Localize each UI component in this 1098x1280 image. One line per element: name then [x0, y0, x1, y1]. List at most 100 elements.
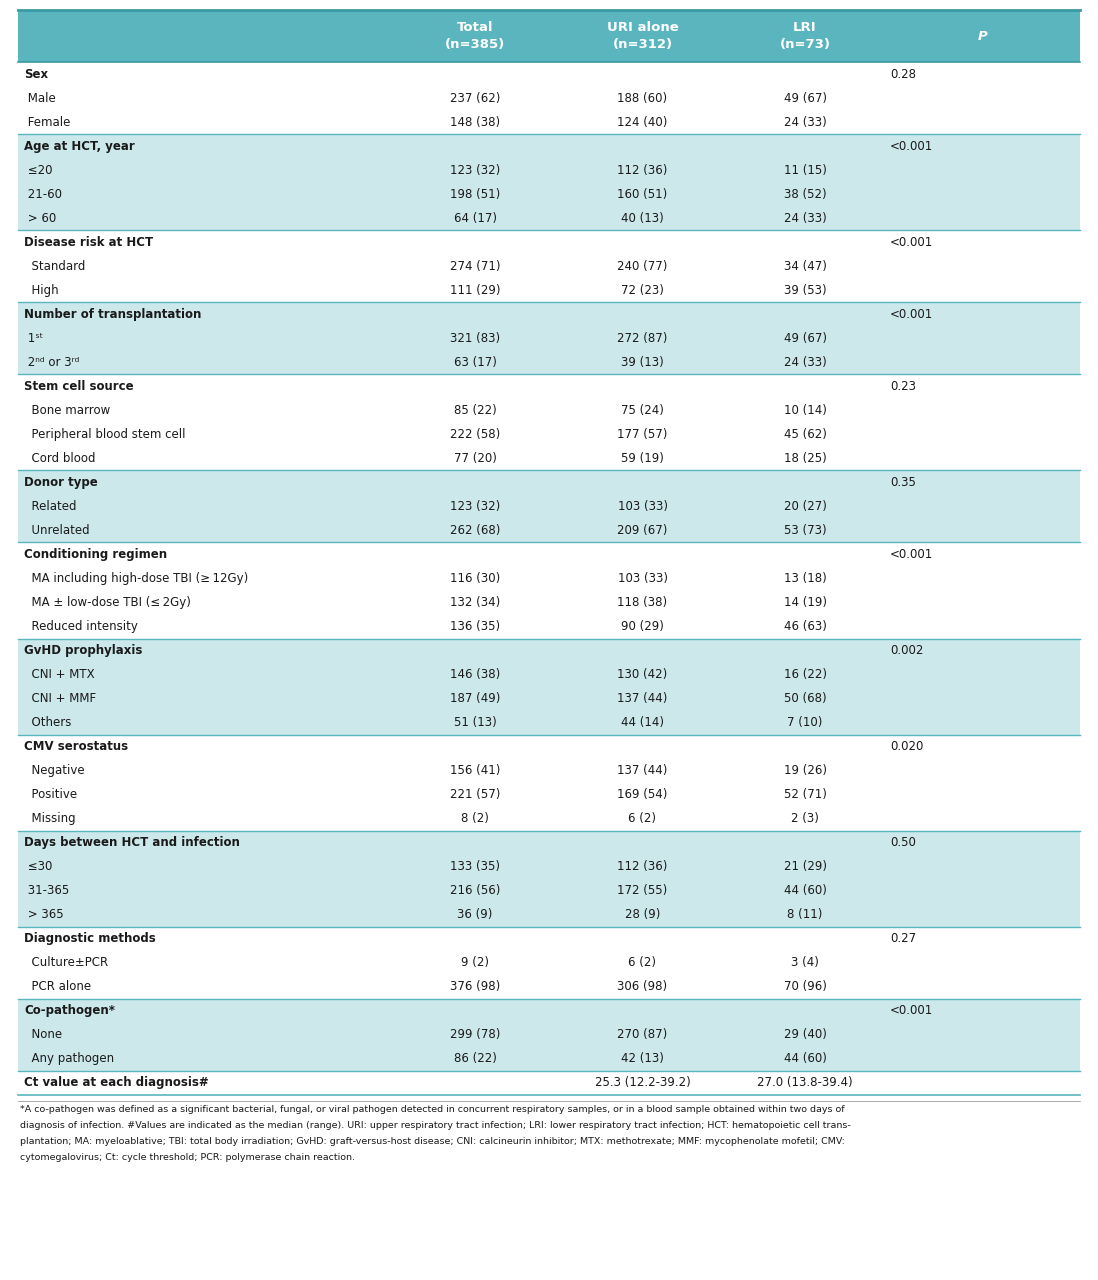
Text: Total
(n=385): Total (n=385) [445, 20, 505, 51]
Text: 0.28: 0.28 [890, 68, 916, 81]
Text: 9 (2): 9 (2) [461, 956, 489, 969]
Text: 6 (2): 6 (2) [628, 813, 657, 826]
Text: Peripheral blood stem cell: Peripheral blood stem cell [24, 428, 186, 440]
Text: 39 (53): 39 (53) [784, 284, 827, 297]
Text: 137 (44): 137 (44) [617, 764, 668, 777]
Text: 64 (17): 64 (17) [453, 211, 496, 225]
Text: Diagnostic methods: Diagnostic methods [24, 932, 156, 946]
Text: CMV serostatus: CMV serostatus [24, 740, 128, 753]
Text: 116 (30): 116 (30) [450, 572, 500, 585]
Text: Cord blood: Cord blood [24, 452, 96, 465]
Text: <0.001: <0.001 [890, 1005, 933, 1018]
Text: MA ± low-dose TBI (≤ 2Gy): MA ± low-dose TBI (≤ 2Gy) [24, 596, 191, 609]
Bar [18, 543, 1080, 567]
Text: PCR alone: PCR alone [24, 980, 91, 993]
Text: Any pathogen: Any pathogen [24, 1052, 114, 1065]
Text: Ct value at each diagnosis#: Ct value at each diagnosis# [24, 1076, 209, 1089]
Text: 3 (4): 3 (4) [791, 956, 819, 969]
Text: 38 (52): 38 (52) [784, 188, 827, 201]
Text: 216 (56): 216 (56) [450, 884, 501, 897]
Bar [18, 422, 1080, 447]
Text: 39 (13): 39 (13) [621, 356, 664, 369]
Bar [18, 61, 1080, 86]
Text: 376 (98): 376 (98) [450, 980, 500, 993]
Text: 112 (36): 112 (36) [617, 164, 668, 177]
Text: 21 (29): 21 (29) [784, 860, 827, 873]
Text: 63 (17): 63 (17) [453, 356, 496, 369]
Text: 221 (57): 221 (57) [450, 788, 501, 801]
Bar [18, 182, 1080, 206]
Text: Reduced intensity: Reduced intensity [24, 620, 138, 634]
Text: 132 (34): 132 (34) [450, 596, 500, 609]
Bar [18, 902, 1080, 927]
Text: GvHD prophylaxis: GvHD prophylaxis [24, 644, 143, 657]
Text: 19 (26): 19 (26) [784, 764, 827, 777]
Text: Number of transplantation: Number of transplantation [24, 307, 201, 321]
Text: 112 (36): 112 (36) [617, 860, 668, 873]
Bar [18, 398, 1080, 422]
Text: 40 (13): 40 (13) [621, 211, 664, 225]
Text: 0.50: 0.50 [890, 836, 916, 849]
Text: 44 (60): 44 (60) [784, 1052, 827, 1065]
Bar [18, 374, 1080, 398]
Bar [18, 494, 1080, 518]
Text: diagnosis of infection. #Values are indicated as the median (range). URI: upper : diagnosis of infection. #Values are indi… [20, 1121, 851, 1130]
Text: 20 (27): 20 (27) [784, 500, 827, 513]
Text: 137 (44): 137 (44) [617, 692, 668, 705]
Bar [18, 735, 1080, 759]
Text: 70 (96): 70 (96) [784, 980, 827, 993]
Text: > 365: > 365 [24, 909, 64, 922]
Bar [18, 518, 1080, 543]
Text: Age at HCT, year: Age at HCT, year [24, 140, 135, 152]
Text: High: High [24, 284, 58, 297]
Text: 0.27: 0.27 [890, 932, 916, 946]
Bar [18, 639, 1080, 663]
Text: Male: Male [24, 92, 56, 105]
Text: 136 (35): 136 (35) [450, 620, 500, 634]
Text: 124 (40): 124 (40) [617, 115, 668, 128]
Text: 27.0 (13.8-39.4): 27.0 (13.8-39.4) [758, 1076, 853, 1089]
Text: 77 (20): 77 (20) [453, 452, 496, 465]
Bar [18, 951, 1080, 975]
Text: 321 (83): 321 (83) [450, 332, 500, 344]
Text: 21-60: 21-60 [24, 188, 61, 201]
Text: <0.001: <0.001 [890, 140, 933, 152]
Text: 75 (24): 75 (24) [621, 403, 664, 417]
Text: Bone marrow: Bone marrow [24, 403, 110, 417]
Text: 90 (29): 90 (29) [621, 620, 664, 634]
Text: 42 (13): 42 (13) [621, 1052, 664, 1065]
Bar [18, 567, 1080, 590]
Bar [18, 927, 1080, 951]
Text: Related: Related [24, 500, 77, 513]
Text: 50 (68): 50 (68) [784, 692, 827, 705]
Bar [18, 998, 1080, 1023]
Text: 46 (63): 46 (63) [784, 620, 827, 634]
Bar [18, 806, 1080, 831]
Text: 85 (22): 85 (22) [453, 403, 496, 417]
Text: Stem cell source: Stem cell source [24, 380, 134, 393]
Text: 11 (15): 11 (15) [784, 164, 827, 177]
Bar [18, 10, 1080, 61]
Text: <0.001: <0.001 [890, 548, 933, 561]
Bar [18, 351, 1080, 374]
Bar [18, 759, 1080, 782]
Text: 262 (68): 262 (68) [450, 524, 501, 536]
Text: 299 (78): 299 (78) [450, 1028, 501, 1042]
Bar [18, 782, 1080, 806]
Text: MA including high-dose TBI (≥ 12Gy): MA including high-dose TBI (≥ 12Gy) [24, 572, 248, 585]
Bar [18, 879, 1080, 902]
Bar [18, 110, 1080, 134]
Text: Others: Others [24, 716, 71, 730]
Bar [18, 831, 1080, 855]
Text: Conditioning regimen: Conditioning regimen [24, 548, 167, 561]
Text: 53 (73): 53 (73) [784, 524, 827, 536]
Text: 10 (14): 10 (14) [784, 403, 827, 417]
Text: 160 (51): 160 (51) [617, 188, 668, 201]
Text: 44 (14): 44 (14) [621, 716, 664, 730]
Bar [18, 470, 1080, 494]
Text: Disease risk at HCT: Disease risk at HCT [24, 236, 153, 248]
Text: P: P [977, 29, 987, 42]
Text: 36 (9): 36 (9) [457, 909, 493, 922]
Text: 237 (62): 237 (62) [450, 92, 501, 105]
Bar [18, 1071, 1080, 1094]
